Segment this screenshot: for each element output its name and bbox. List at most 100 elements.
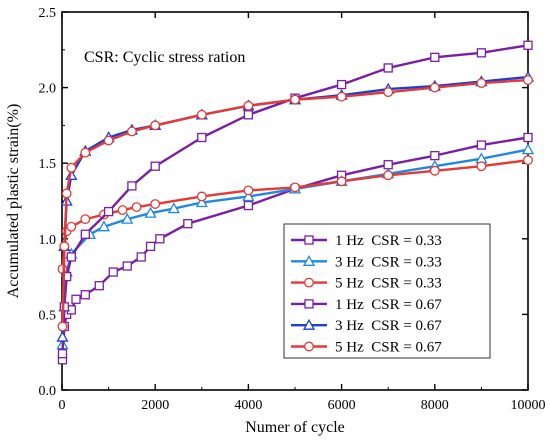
data-point: [80, 290, 90, 300]
data-point: [336, 176, 347, 187]
data-point: [150, 199, 161, 209]
data-point: [243, 110, 254, 120]
series-layer: [56, 40, 535, 365]
data-point: [195, 196, 208, 208]
y-axis-title: Accumulated plastic strain(%): [5, 104, 22, 299]
data-point: [430, 150, 440, 161]
data-point: [243, 185, 254, 196]
data-point: [183, 219, 193, 229]
data-point: [66, 162, 77, 173]
legend-label: 3 Hz CSR = 0.33: [335, 254, 442, 270]
data-point: [66, 252, 76, 262]
data-point: [243, 100, 254, 111]
data-point: [80, 214, 91, 225]
legend-box: [283, 223, 491, 359]
data-point: [196, 191, 207, 202]
data-point: [59, 241, 70, 252]
data-point: [430, 52, 440, 63]
data-point: [71, 294, 81, 304]
legend-item: 5 Hz CSR = 0.67: [291, 340, 442, 356]
data-point: [136, 252, 146, 262]
data-point: [196, 109, 207, 120]
legend-marker: [304, 277, 314, 288]
x-tick-label: 4000: [234, 398, 262, 413]
data-point: [290, 182, 300, 193]
series-6: [57, 75, 533, 332]
data-point: [476, 161, 487, 172]
data-point: [131, 202, 142, 212]
data-point: [383, 170, 394, 181]
legend-marker: [304, 299, 314, 309]
x-tick-label: 8000: [421, 398, 449, 413]
data-point: [103, 206, 114, 217]
legend-marker: [302, 254, 316, 266]
legend: 1 Hz CSR = 0.33 3 Hz CSR = 0.33 5 Hz CSR =…: [283, 223, 491, 359]
data-point: [523, 40, 533, 50]
data-point: [66, 221, 77, 232]
legend-item: 1 Hz CSR = 0.67: [291, 297, 442, 313]
series-line: [61, 78, 529, 327]
data-point: [290, 94, 300, 105]
data-point: [56, 330, 69, 342]
data-point: [80, 147, 91, 158]
x-tick-label: 10000: [511, 398, 546, 413]
data-point: [523, 75, 533, 85]
chart-annotation: CSR: Cyclic stress ration: [84, 49, 245, 66]
data-point: [155, 234, 165, 244]
data-point: [97, 220, 111, 232]
data-point: [145, 241, 156, 252]
legend-item: 3 Hz CSR = 0.33: [291, 254, 442, 270]
data-point: [429, 82, 440, 93]
legend-label: 1 Hz CSR = 0.67: [335, 297, 442, 313]
data-point: [167, 202, 180, 214]
legend-marker: [304, 341, 314, 352]
data-point: [336, 79, 347, 90]
data-point: [121, 212, 134, 224]
legend-label: 5 Hz CSR = 0.67: [335, 340, 442, 356]
axis-ticks: 0 2000 4000 6000 8000 10000 0.0 0.5 1.0 1.5 2.0 2.5: [39, 6, 546, 413]
data-point: [383, 63, 393, 73]
y-tick-label: 0.0: [39, 384, 57, 399]
data-point: [383, 87, 394, 98]
x-tick-label: 0: [59, 398, 66, 413]
y-tick-label: 1.5: [39, 157, 57, 172]
y-tick-label: 2.5: [39, 6, 57, 21]
data-point: [150, 120, 161, 131]
legend-marker: [302, 318, 316, 330]
data-point: [523, 155, 533, 166]
data-point: [57, 349, 68, 359]
series-line: [61, 44, 529, 354]
data-point: [429, 165, 440, 176]
data-point: [336, 91, 347, 102]
data-point: [144, 206, 157, 218]
y-tick-label: 1.0: [39, 233, 57, 248]
data-point: [197, 132, 207, 143]
data-point: [94, 281, 104, 291]
legend-item: 5 Hz CSR = 0.33: [291, 276, 442, 292]
data-point: [150, 161, 160, 171]
legend-label: 3 Hz CSR = 0.67: [335, 318, 442, 334]
legend-label: 1 Hz CSR = 0.33: [335, 233, 442, 249]
x-tick-label: 2000: [141, 398, 169, 413]
y-tick-label: 0.5: [39, 308, 57, 323]
legend-label: 5 Hz CSR = 0.33: [335, 276, 442, 292]
data-point: [243, 200, 254, 211]
y-tick-label: 2.0: [39, 82, 57, 97]
legend-item: 1 Hz CSR = 0.33: [291, 233, 442, 249]
data-point: [80, 229, 90, 239]
data-point: [103, 135, 114, 146]
data-point: [476, 48, 487, 58]
legend-marker: [304, 235, 314, 245]
data-point: [61, 188, 72, 199]
data-point: [523, 132, 533, 143]
data-point: [521, 143, 535, 155]
legend-item: 3 Hz CSR = 0.67: [291, 318, 442, 334]
data-point: [108, 267, 118, 277]
data-point: [476, 140, 487, 150]
x-axis-title: Numer of cycle: [245, 419, 345, 436]
data-point: [242, 190, 255, 202]
data-point: [126, 126, 137, 137]
data-point: [57, 321, 68, 332]
